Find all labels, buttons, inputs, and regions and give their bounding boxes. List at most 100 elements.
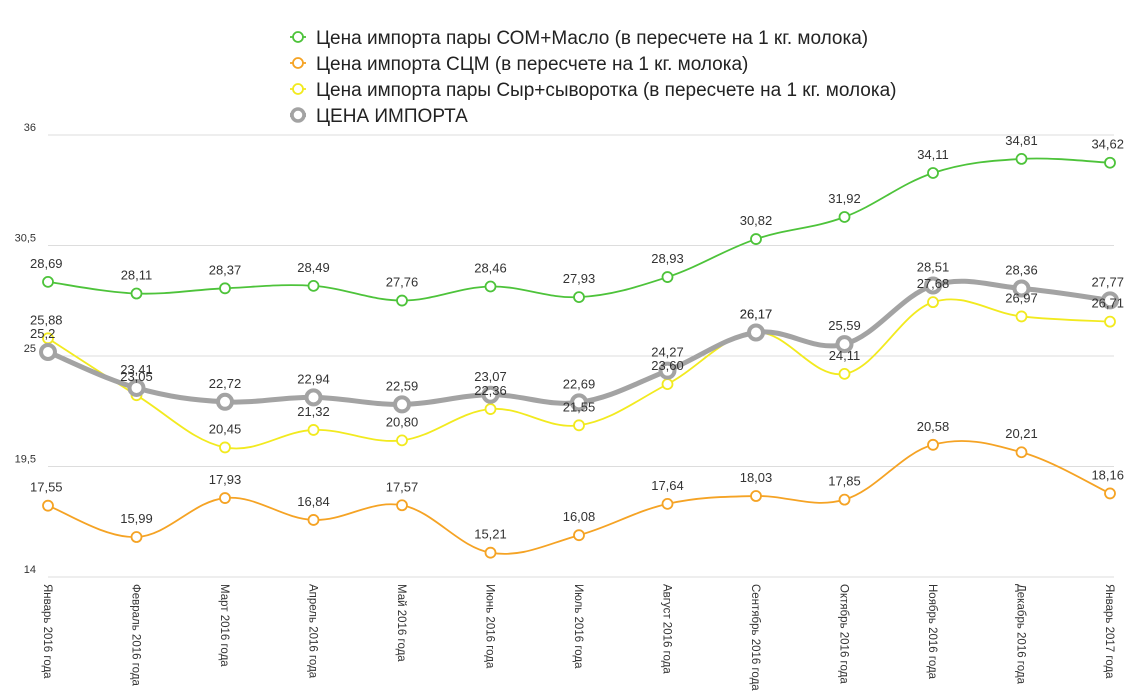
data-point (570, 393, 588, 412)
data-point (838, 211, 851, 223)
data-point (307, 514, 320, 526)
data-point (393, 395, 411, 414)
data-point (307, 424, 320, 436)
data-point (219, 492, 231, 504)
data-label: 25,2 (30, 326, 55, 341)
legend-label: Цена импорта СЦМ (в пересчете на 1 кг. м… (316, 54, 748, 75)
data-label: 34,81 (1005, 133, 1038, 148)
data-point (130, 287, 143, 300)
data-label: 22,69 (563, 376, 596, 391)
x-tick-label: Октябрь 2016 года (838, 584, 850, 684)
data-label: 15,21 (474, 527, 507, 542)
data-point (661, 378, 674, 391)
data-point (1104, 156, 1116, 169)
x-axis: Январь 2016 года Февраль 2016 года Март 20… (41, 584, 1115, 691)
data-label: 28,46 (474, 260, 507, 275)
data-point (481, 385, 500, 404)
data-point (835, 335, 854, 354)
data-point (42, 499, 54, 512)
data-label: 18,03 (740, 470, 773, 485)
data-point (924, 276, 942, 295)
data-labels: 28,69 28,11 28,37 28,49 27,76 28,46 27,93 28,93… (30, 133, 1124, 542)
x-tick-label: Ноябрь 2016 года (926, 584, 938, 680)
data-point (1015, 153, 1028, 165)
data-label: 23,41 (120, 362, 153, 377)
data-label: 20,45 (209, 421, 242, 436)
legend-item: Цена импорта СЦМ (в пересчете на 1 кг. м… (290, 54, 748, 75)
plot-area: 28,69 28,11 28,37 28,49 27,76 28,46 27,93 28,93… (30, 133, 1124, 559)
data-label: 23,07 (474, 369, 507, 384)
data-point (484, 403, 497, 415)
data-label: 28,36 (1005, 262, 1038, 277)
data-point (747, 323, 765, 342)
y-axis: 36 30,5 25 19,5 14 (15, 122, 36, 576)
data-point (216, 392, 234, 411)
legend-item: ЦЕНА ИМПОРТА (290, 106, 468, 127)
data-label: 26,17 (740, 306, 773, 321)
data-point (573, 529, 585, 542)
data-label: 28,11 (121, 268, 153, 283)
series-2 (42, 438, 1116, 559)
data-point (396, 434, 408, 447)
data-label: 25,59 (828, 318, 861, 333)
data-label: 28,37 (209, 262, 242, 277)
data-point (927, 438, 939, 451)
data-label: 20,58 (917, 419, 950, 434)
data-label: 15,99 (120, 511, 153, 526)
x-tick-label: Апрель 2016 года (307, 584, 319, 679)
data-label: 31,92 (828, 191, 861, 206)
legend-label: Цена импорта пары Сыр+сыворотка (в перес… (316, 80, 896, 101)
data-label: 25,88 (30, 312, 63, 327)
x-tick-label: Июль 2016 года (572, 584, 584, 669)
data-point (396, 499, 408, 512)
data-label: 26,71 (1091, 296, 1124, 311)
data-label: 17,85 (828, 474, 861, 489)
data-label: 22,94 (297, 371, 330, 386)
data-point (1104, 315, 1116, 328)
data-label: 18,16 (1091, 467, 1124, 482)
legend-swatch-marker (292, 57, 304, 69)
legend-swatch-marker (292, 83, 304, 95)
data-point (219, 282, 231, 295)
legend-label: Цена импорта пары СОМ+Масло (в пересчете… (316, 28, 868, 49)
series-4 (39, 276, 1119, 414)
x-tick-label: Июнь 2016 года (484, 584, 496, 669)
data-label: 20,21 (1005, 426, 1038, 441)
data-point (658, 361, 677, 380)
data-point (573, 419, 585, 432)
y-tick-label: 19,5 (15, 454, 36, 466)
data-point (661, 271, 674, 283)
legend-label: ЦЕНА ИМПОРТА (316, 106, 468, 127)
data-point (838, 367, 851, 380)
data-label: 20,80 (386, 414, 419, 429)
data-label: 16,84 (297, 494, 330, 509)
series-1 (42, 153, 1116, 307)
data-point (750, 490, 762, 502)
y-tick-label: 14 (24, 564, 36, 576)
data-point (484, 280, 497, 293)
data-point (130, 531, 143, 543)
data-label: 16,08 (563, 509, 596, 524)
x-tick-label: Сентябрь 2016 года (749, 584, 761, 691)
data-point (1015, 310, 1028, 323)
x-tick-label: Декабрь 2016 года (1015, 584, 1027, 685)
x-tick-label: Август 2016 года (661, 584, 673, 674)
data-label: 28,51 (917, 259, 950, 274)
data-label: 17,64 (651, 478, 684, 493)
y-tick-label: 36 (24, 122, 36, 134)
data-point (661, 497, 674, 510)
x-tick-label: Февраль 2016 года (130, 584, 142, 687)
data-point (307, 279, 320, 292)
data-label: 17,93 (209, 472, 242, 487)
data-label: 24,27 (651, 345, 684, 360)
data-label: 21,55 (563, 399, 596, 414)
data-label: 27,76 (386, 275, 419, 290)
data-label: 27,77 (1091, 274, 1124, 289)
y-tick-label: 30,5 (15, 233, 36, 245)
data-label: 17,57 (386, 479, 419, 494)
legend-item: Цена импорта пары СОМ+Масло (в пересчете… (290, 28, 868, 49)
data-label: 27,93 (563, 271, 596, 286)
data-point (1012, 279, 1031, 298)
data-label: 30,82 (740, 213, 773, 228)
